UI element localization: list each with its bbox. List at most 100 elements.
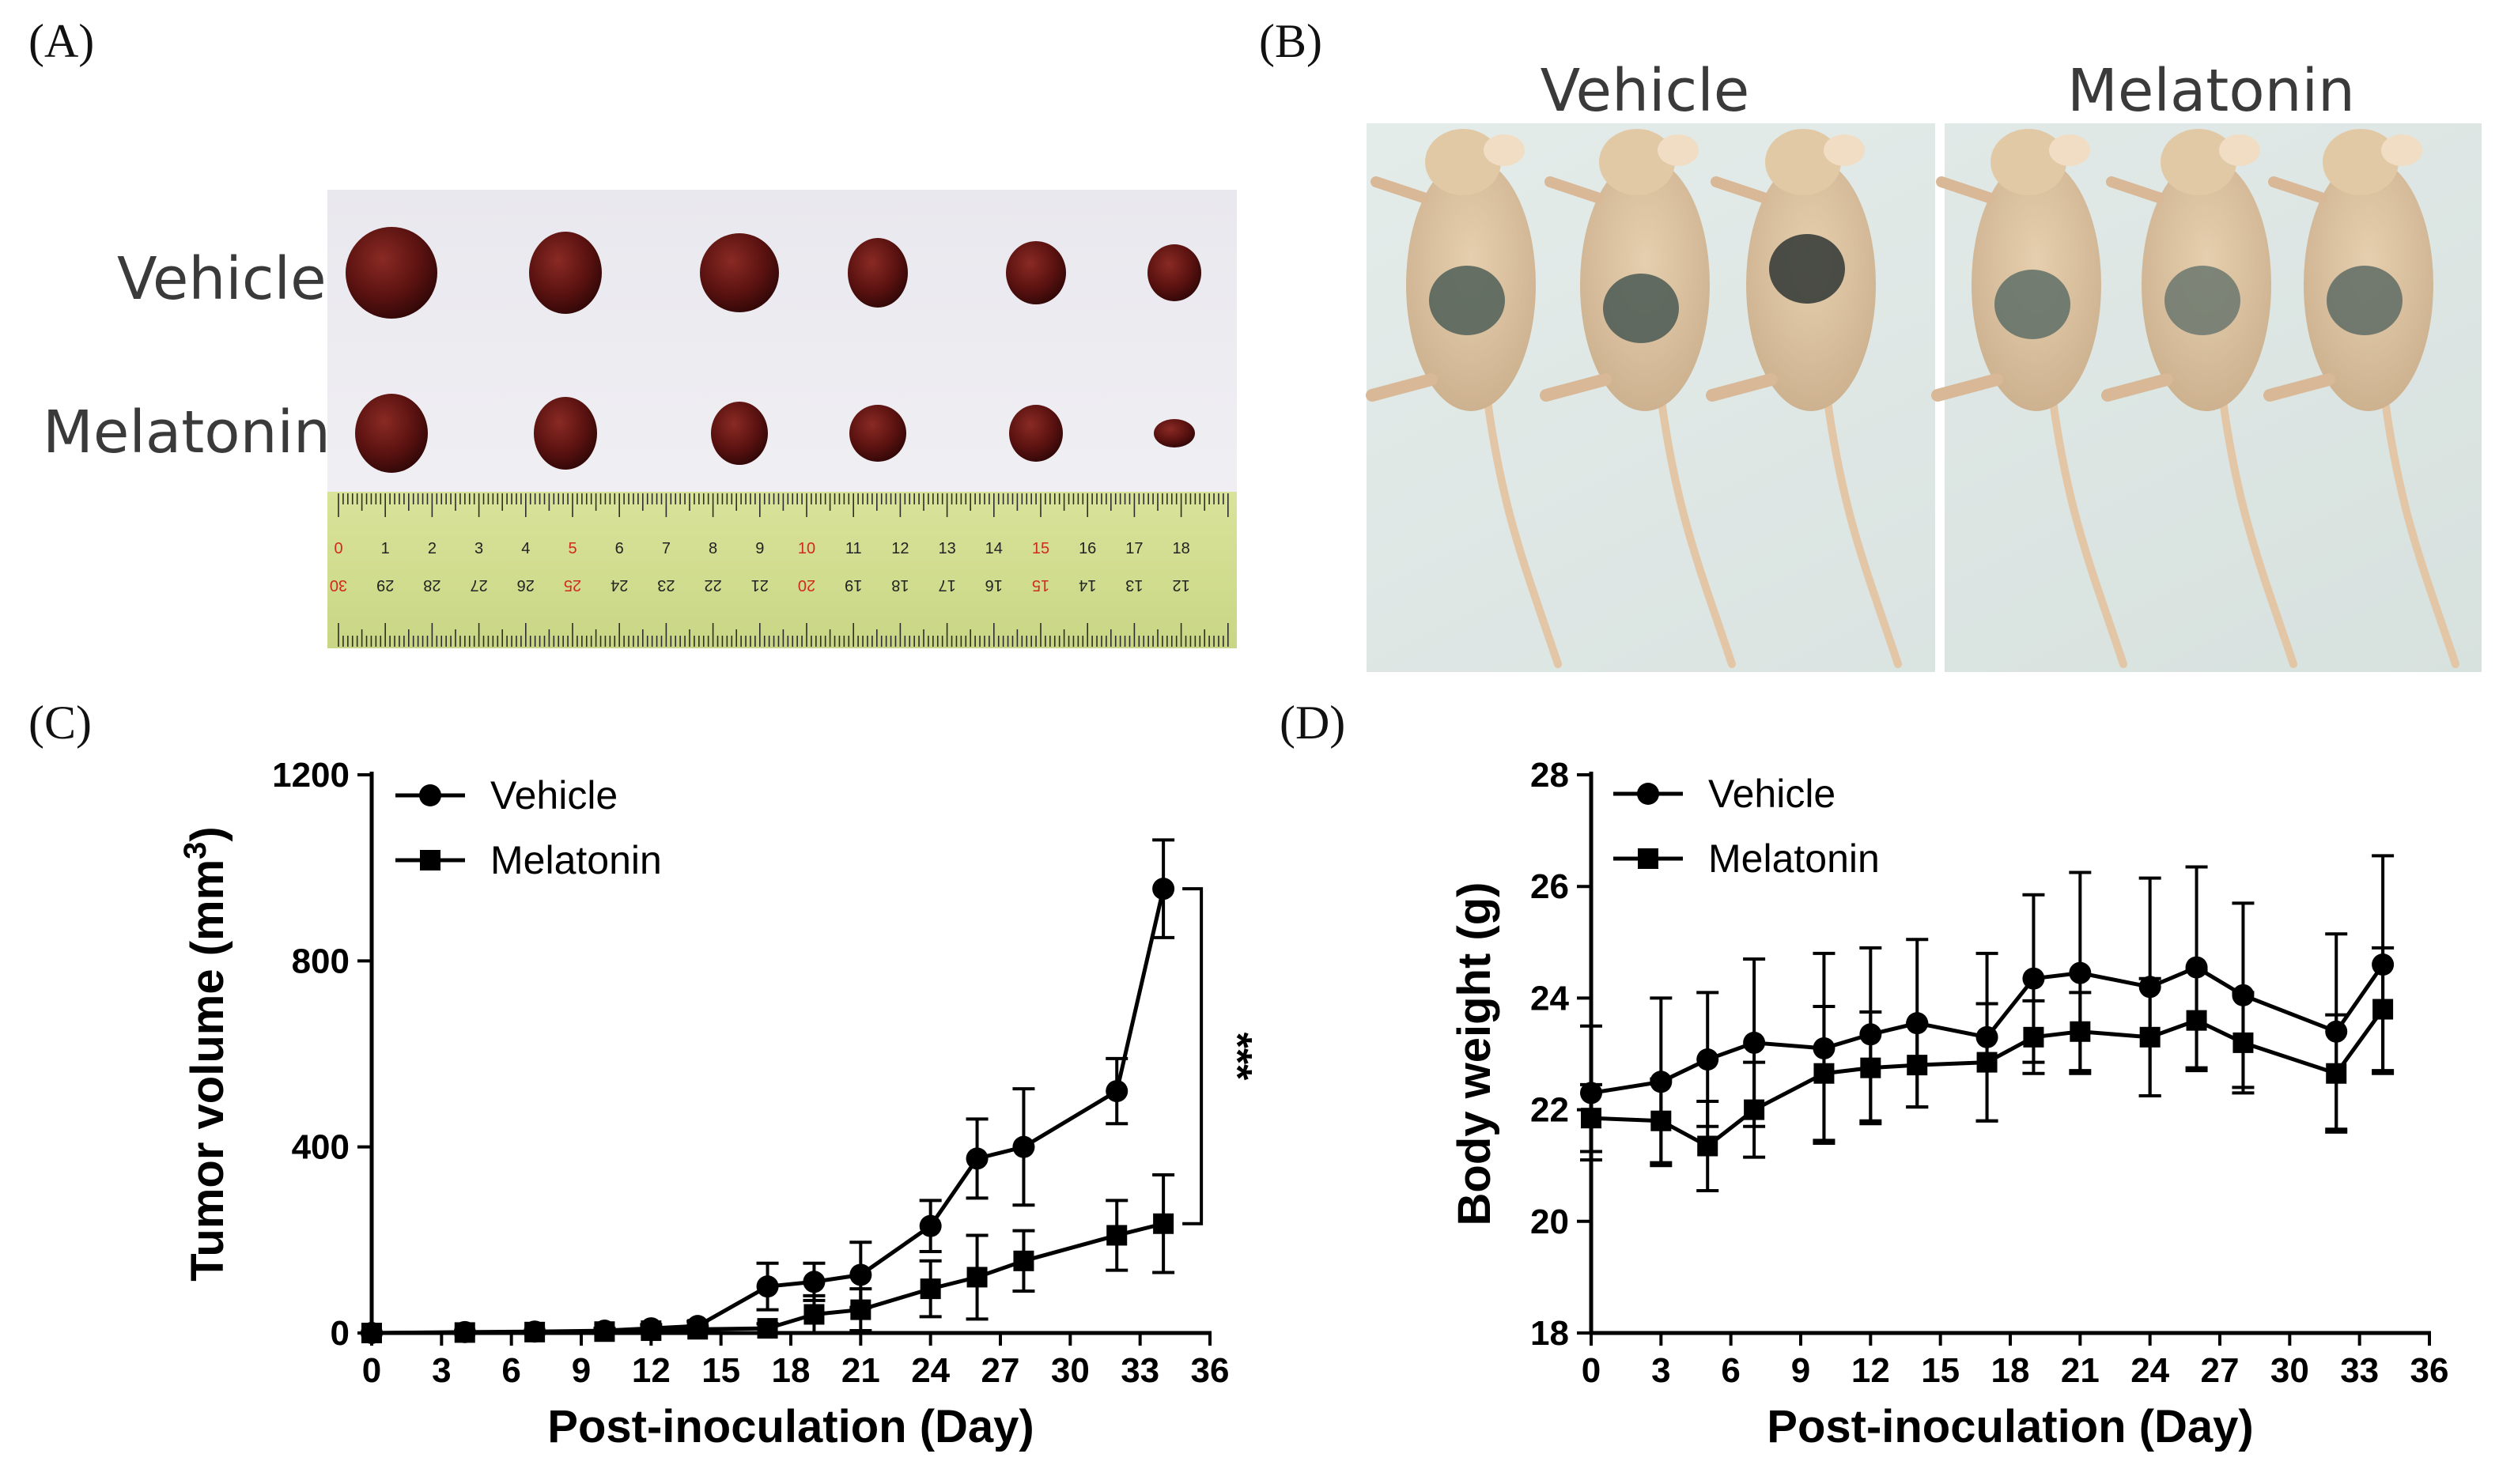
mouse <box>1706 129 1902 668</box>
tumor-melatonin <box>1154 419 1195 447</box>
ruler-label-bottom: 26 <box>517 576 535 594</box>
mouse-forelimb <box>2268 176 2327 203</box>
ruler-label-bottom: 29 <box>376 576 394 594</box>
x-tick-label: 27 <box>981 1351 1020 1390</box>
mouse-tumor <box>1603 274 1679 343</box>
tumor-melatonin <box>849 405 906 462</box>
ruler-label-bottom: 30 <box>330 576 347 594</box>
tumor-vehicle <box>1147 244 1201 301</box>
y-tick-label: 0 <box>331 1314 350 1353</box>
data-point <box>1696 1048 1719 1071</box>
data-point <box>1012 1135 1035 1158</box>
x-axis-title: Post-inoculation (Day) <box>547 1401 1034 1452</box>
x-tick-label: 36 <box>2410 1351 2449 1390</box>
mouse <box>1366 129 1562 668</box>
data-point <box>1106 1080 1129 1103</box>
mouse-forelimb <box>1370 176 1429 203</box>
y-axis-title-superscript: 3 <box>178 842 213 859</box>
mouse-ear <box>1658 134 1699 166</box>
legend-label: Vehicle <box>490 773 618 818</box>
mouse-tumor <box>1769 234 1845 304</box>
mouse-head <box>2161 129 2236 195</box>
data-point <box>1860 1057 1881 1078</box>
ruler-label-top: 9 <box>755 540 764 557</box>
mouse-tail <box>1483 391 1562 668</box>
mouse-forelimb <box>2106 176 2164 203</box>
series-vehicle <box>361 838 1175 1344</box>
data-point <box>757 1318 778 1339</box>
mouse-hindlimb <box>1366 373 1438 402</box>
data-point <box>2232 1032 2254 1053</box>
x-tick-label: 30 <box>2270 1351 2309 1390</box>
mouse-tail <box>1657 391 1736 668</box>
mouse-hindlimb <box>1931 373 2003 402</box>
mice <box>1366 129 2459 668</box>
x-tick-label: 36 <box>1191 1351 1230 1390</box>
data-point <box>1153 1213 1174 1234</box>
x-tick-label: 6 <box>501 1351 520 1390</box>
data-point <box>454 1322 475 1343</box>
y-axis-title-main: Tumor volume (mm <box>182 859 233 1282</box>
data-point <box>919 1214 942 1237</box>
data-point <box>2139 1026 2161 1048</box>
mouse-head <box>1765 129 1841 195</box>
ruler-label-top: 15 <box>1032 540 1049 557</box>
ruler-label-bottom: 18 <box>891 576 909 594</box>
row-label-melatonin: Melatonin <box>43 398 331 466</box>
data-point <box>920 1278 941 1300</box>
x-tick-label: 3 <box>1651 1351 1670 1390</box>
data-point <box>524 1321 546 1342</box>
data-point <box>1013 1250 1034 1271</box>
legend-label: Melatonin <box>1708 836 1880 881</box>
chart-body-weight: 0 3 6 9 12 15 18 21 24 27 30 33 36182022242628Post-i… <box>1449 756 2448 1452</box>
x-tick-label: 33 <box>2340 1351 2379 1390</box>
mouse-head <box>1425 129 1501 195</box>
data-point <box>2186 1010 2207 1031</box>
legend-marker <box>419 784 441 806</box>
mouse-ear <box>1484 134 1525 166</box>
row-label-vehicle: Vehicle <box>117 245 327 313</box>
y-axis-title: Tumor volume (mm3) <box>178 826 233 1281</box>
panel-label-a: (A) <box>28 15 95 67</box>
panel-label-c: (C) <box>28 697 92 749</box>
legend-entry-melatonin: Melatonin <box>395 838 662 882</box>
data-point <box>803 1304 825 1325</box>
data-point <box>2023 1026 2044 1048</box>
data-point <box>1907 1055 1928 1076</box>
ruler-label-top: 13 <box>938 540 955 557</box>
ruler-label-top: 7 <box>662 540 671 557</box>
ruler-label-top: 0 <box>334 540 342 557</box>
tumor-melatonin <box>711 402 768 465</box>
mouse <box>2101 129 2297 668</box>
mouse-head <box>1599 129 1675 195</box>
x-tick-label: 3 <box>432 1351 451 1390</box>
x-tick-label: 12 <box>1851 1351 1890 1390</box>
ruler-label-top: 11 <box>845 540 862 557</box>
tumor-melatonin <box>534 397 597 470</box>
significance-stars: *** <box>1214 1033 1260 1081</box>
legend-entry-vehicle: Vehicle <box>1613 772 1835 816</box>
group-label-vehicle: Vehicle <box>1541 57 1750 125</box>
ruler-label-bottom: 22 <box>704 576 721 594</box>
data-point <box>1650 1110 1672 1131</box>
mouse-hindlimb <box>2101 373 2173 402</box>
y-axis-title: Body weight (g) <box>1449 882 1500 1226</box>
mouse-tail <box>2380 391 2459 668</box>
mouse-ear <box>2049 134 2090 166</box>
mouse-ear <box>2381 134 2422 166</box>
x-tick-label: 24 <box>2130 1351 2169 1390</box>
data-point <box>361 1323 382 1343</box>
y-tick-label: 22 <box>1530 1091 1569 1130</box>
x-tick-label: 0 <box>1582 1351 1601 1390</box>
mouse-tail <box>2048 391 2127 668</box>
legend-marker <box>420 850 440 870</box>
ruler-label-bottom: 17 <box>938 576 955 594</box>
x-tick-label: 21 <box>2061 1351 2100 1390</box>
y-tick-label: 400 <box>292 1128 350 1167</box>
ruler-label-bottom: 24 <box>611 576 628 594</box>
x-tick-label: 33 <box>1121 1351 1159 1390</box>
x-tick-label: 24 <box>911 1351 950 1390</box>
mouse-head <box>2323 129 2399 195</box>
ruler-label-top: 10 <box>798 540 815 557</box>
